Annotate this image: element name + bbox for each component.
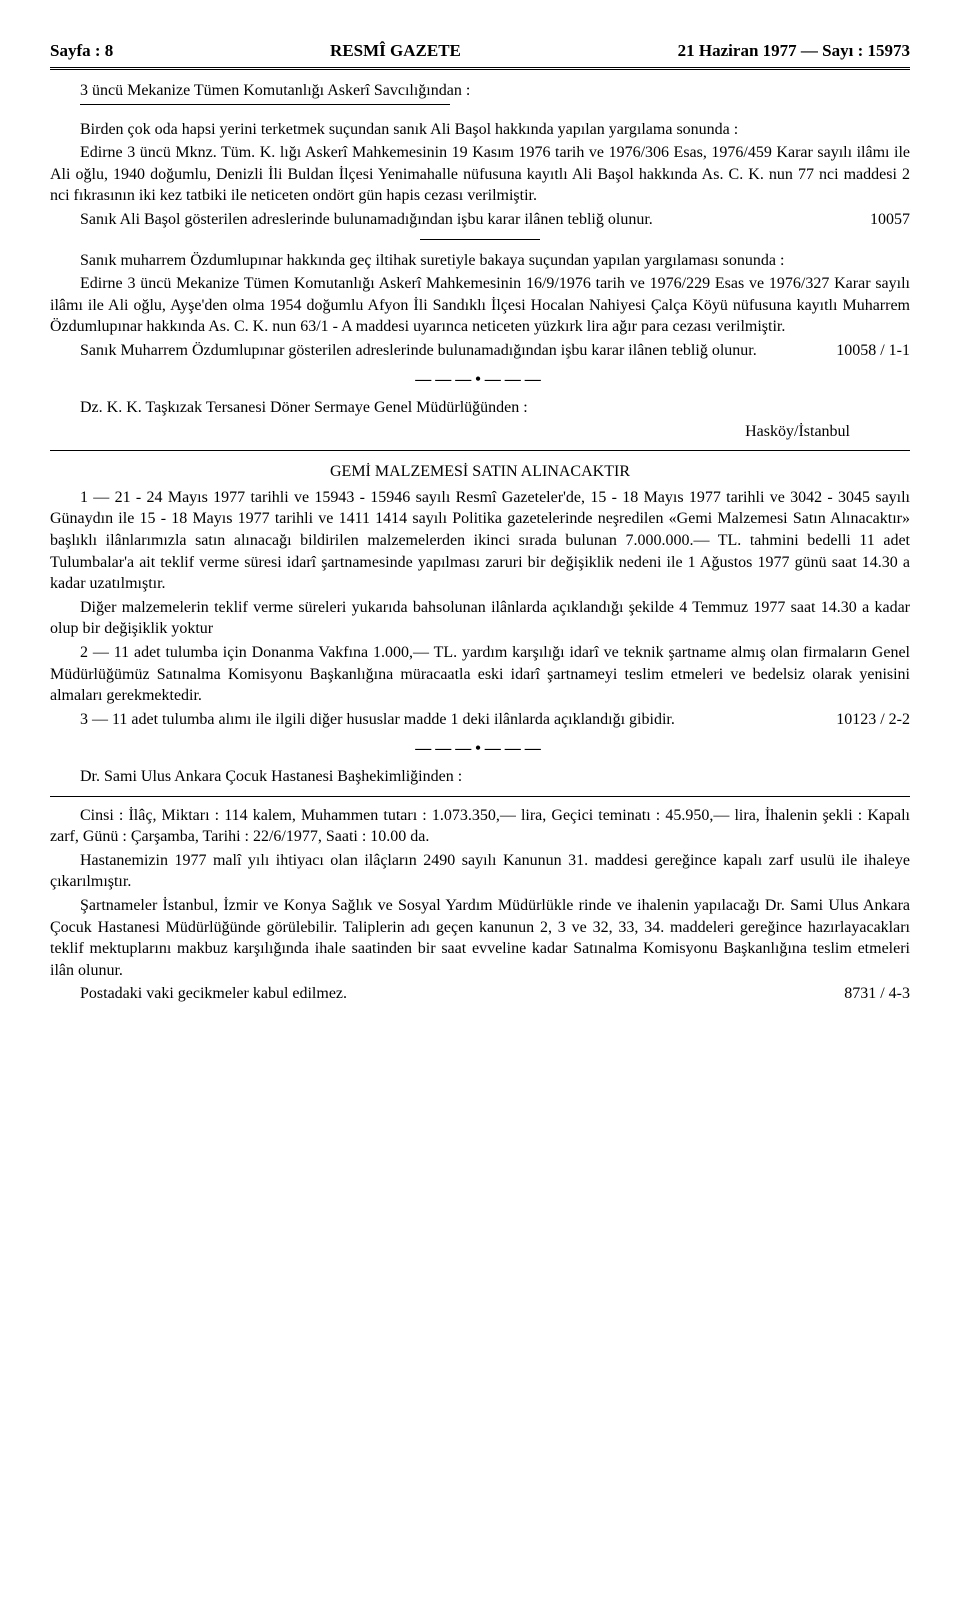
notice2-p3: Sanık Muharrem Özdumlupınar gösterilen a… [50, 340, 910, 362]
header-title: RESMÎ GAZETE [330, 40, 461, 63]
notice3-p4: 3 — 11 adet tulumba alımı ile ilgili diğ… [50, 709, 910, 731]
notice4-source: Dr. Sami Ulus Ankara Çocuk Hastanesi Baş… [50, 766, 910, 788]
notice3-p3: 2 — 11 adet tulumba için Donanma Vakfına… [50, 642, 910, 707]
notice3-source: Dz. K. K. Taşkızak Tersanesi Döner Serma… [50, 397, 910, 419]
header-issue: 21 Haziran 1977 — Sayı : 15973 [678, 40, 910, 63]
notice3-p2: Diğer malzemelerin teklif verme süreleri… [50, 597, 910, 640]
notice3-place: Hasköy/İstanbul [50, 421, 910, 443]
notice4-ref: 8731 / 4-3 [814, 983, 910, 1005]
notice4-p4: Postadaki vaki gecikmeler kabul edilmez.… [50, 983, 910, 1005]
notice3-rule [50, 450, 910, 451]
notice2-p1: Sanık muharrem Özdumlupınar hakkında geç… [50, 250, 910, 272]
notice3-p1: 1 — 21 - 24 Mayıs 1977 tarihli ve 15943 … [50, 487, 910, 595]
notice2-p2: Edirne 3 üncü Mekanize Tümen Komutanlığı… [50, 273, 910, 338]
dot-separator: ———•——— [50, 369, 910, 391]
notice4-p2: Hastanemizin 1977 malî yılı ihtiyacı ola… [50, 850, 910, 893]
notice1-p1: Birden çok oda hapsi yerini terketmek su… [50, 119, 910, 141]
notice3-title: GEMİ MALZEMESİ SATIN ALINACAKTIR [50, 461, 910, 483]
notice1-p3-text: Sanık Ali Başol gösterilen adreslerinde … [80, 211, 653, 228]
notice1-source-rule [80, 104, 450, 105]
notice1-source: 3 üncü Mekanize Tümen Komutanlığı Askerî… [50, 80, 910, 102]
notice1-p2: Edirne 3 üncü Mknz. Tüm. K. lığı Askerî … [50, 142, 910, 207]
notice4-rule [50, 796, 910, 797]
notice4-p1: Cinsi : İlâç, Miktarı : 114 kalem, Muham… [50, 805, 910, 848]
notice2-p3-text: Sanık Muharrem Özdumlupınar gösterilen a… [80, 342, 757, 359]
notice4-p3: Şartnameler İstanbul, İzmir ve Konya Sağ… [50, 895, 910, 981]
notice1-ref: 10057 [840, 209, 910, 231]
notice3-ref: 10123 / 2-2 [806, 709, 910, 731]
notice4-p4-text: Postadaki vaki gecikmeler kabul edilmez. [80, 985, 347, 1002]
notice3-p4-text: 3 — 11 adet tulumba alımı ile ilgili diğ… [80, 711, 675, 728]
header-page: Sayfa : 8 [50, 40, 113, 63]
notice2-ref: 10058 / 1-1 [806, 340, 910, 362]
notice1-p3: Sanık Ali Başol gösterilen adreslerinde … [50, 209, 910, 231]
separator-rule [420, 239, 540, 240]
dot-separator-2: ———•——— [50, 738, 910, 760]
page-header: Sayfa : 8 RESMÎ GAZETE 21 Haziran 1977 —… [50, 40, 910, 70]
